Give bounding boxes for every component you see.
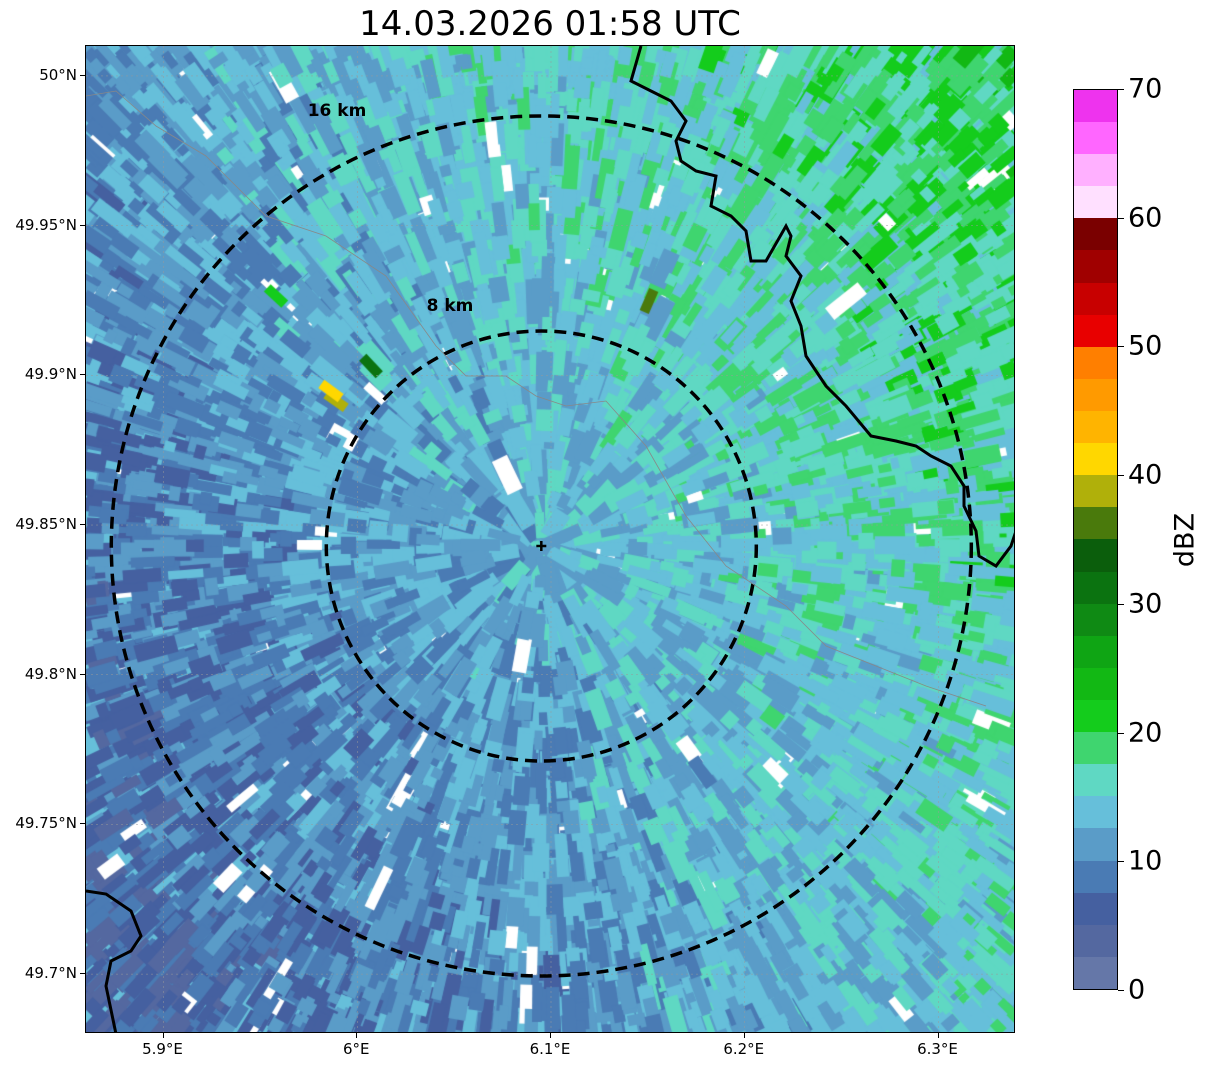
admin-boundary xyxy=(86,90,987,707)
colorbar-bin xyxy=(1074,635,1117,668)
colorbar-bin xyxy=(1074,475,1117,508)
colorbar-tick-mark xyxy=(1118,990,1124,991)
colorbar xyxy=(1073,89,1118,990)
colorbar-bin xyxy=(1074,732,1117,765)
y-tick-label: 49.7°N xyxy=(24,964,77,983)
x-tick-mark xyxy=(743,1033,745,1038)
range-ring-8km xyxy=(324,329,759,763)
colorbar-bin xyxy=(1074,154,1117,187)
colorbar-bin xyxy=(1074,314,1117,347)
colorbar-bin xyxy=(1074,667,1117,701)
colorbar-bin xyxy=(1074,122,1117,155)
colorbar-tick-mark xyxy=(1118,475,1124,477)
colorbar-bin xyxy=(1074,860,1117,893)
y-tick-label: 50°N xyxy=(39,65,77,84)
y-tick-label: 49.9°N xyxy=(24,365,77,384)
colorbar-tick-label: 30 xyxy=(1128,588,1163,620)
x-tick-mark xyxy=(937,1033,939,1038)
colorbar-bin xyxy=(1074,443,1117,476)
radar-map xyxy=(85,45,1015,1033)
range-ring-16km xyxy=(109,114,974,978)
y-tick-label: 49.75°N xyxy=(15,814,77,833)
x-tick-mark xyxy=(356,1033,358,1038)
ring-label-16km: 16 km xyxy=(307,101,367,121)
y-tick-label: 49.85°N xyxy=(15,515,77,534)
country-border-southwest xyxy=(86,889,143,1032)
colorbar-tick-label: 20 xyxy=(1128,717,1163,749)
colorbar-bin xyxy=(1074,539,1117,572)
y-tick-mark xyxy=(80,823,85,825)
x-tick-mark xyxy=(162,1033,164,1038)
colorbar-bin xyxy=(1074,186,1117,219)
y-tick-mark xyxy=(80,973,85,975)
colorbar-tick-mark xyxy=(1118,89,1124,90)
ring-label-8km: 8 km xyxy=(426,296,474,316)
colorbar-bin xyxy=(1074,571,1117,604)
colorbar-bin xyxy=(1074,764,1117,797)
colorbar-tick-mark xyxy=(1118,732,1124,734)
colorbar-tick-mark xyxy=(1118,861,1124,863)
colorbar-tick-label: 70 xyxy=(1128,73,1163,105)
radar-site-marker xyxy=(536,540,547,551)
colorbar-bin xyxy=(1074,924,1117,957)
y-tick-label: 49.8°N xyxy=(24,664,77,683)
colorbar-tick-mark xyxy=(1118,603,1124,605)
country-border xyxy=(629,46,1014,568)
colorbar-bin xyxy=(1074,796,1117,829)
x-tick-label: 6.3°E xyxy=(917,1040,958,1058)
colorbar-tick-label: 40 xyxy=(1128,459,1163,491)
x-tick-label: 5.9°E xyxy=(142,1040,183,1058)
colorbar-bin xyxy=(1074,700,1117,733)
chart-title: 14.03.2026 01:58 UTC xyxy=(359,4,741,44)
map-overlay xyxy=(86,46,1014,1032)
colorbar-tick-label: 50 xyxy=(1128,330,1163,362)
y-tick-mark xyxy=(80,673,85,675)
y-tick-mark xyxy=(80,224,85,226)
y-tick-mark xyxy=(80,374,85,376)
colorbar-bin xyxy=(1074,218,1117,251)
colorbar-bin xyxy=(1074,956,1117,989)
colorbar-bin xyxy=(1074,411,1117,444)
x-tick-label: 6.1°E xyxy=(529,1040,571,1058)
colorbar-tick-label: 0 xyxy=(1128,974,1146,1006)
colorbar-bin xyxy=(1074,89,1117,123)
x-tick-mark xyxy=(550,1033,551,1038)
colorbar-bin xyxy=(1074,282,1117,315)
colorbar-bin xyxy=(1074,250,1117,283)
reflectivity-field xyxy=(86,46,1014,1032)
colorbar-label: dBZ xyxy=(1169,512,1201,568)
colorbar-bin xyxy=(1074,378,1117,412)
y-tick-label: 49.95°N xyxy=(15,215,77,234)
x-tick-label: 6.2°E xyxy=(723,1040,765,1058)
colorbar-tick-label: 60 xyxy=(1128,202,1163,234)
colorbar-bin xyxy=(1074,828,1117,861)
colorbar-tick-mark xyxy=(1118,217,1124,219)
colorbar-tick-label: 10 xyxy=(1128,845,1163,877)
colorbar-tick-mark xyxy=(1118,346,1124,348)
y-tick-mark xyxy=(80,524,85,526)
colorbar-bin xyxy=(1074,892,1117,925)
x-tick-label: 6°E xyxy=(342,1040,370,1058)
colorbar-bin xyxy=(1074,507,1117,540)
y-tick-mark xyxy=(80,74,85,76)
colorbar-bin xyxy=(1074,346,1117,379)
colorbar-bin xyxy=(1074,603,1117,636)
